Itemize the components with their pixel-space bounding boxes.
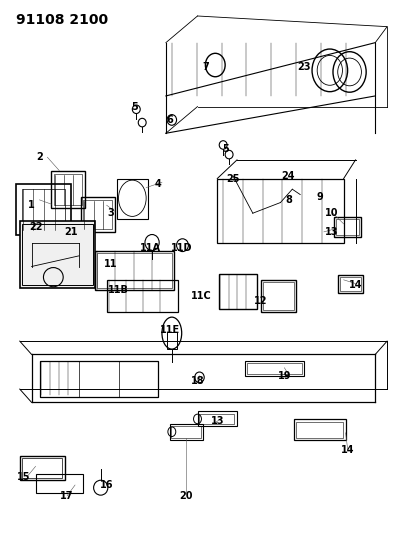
Bar — [338, 275, 363, 293]
Bar — [198, 411, 237, 426]
Text: 2: 2 — [36, 152, 43, 162]
Text: 13: 13 — [211, 416, 224, 426]
Text: 18: 18 — [191, 376, 204, 386]
Bar — [97, 253, 172, 288]
Bar — [245, 361, 304, 376]
Bar — [117, 179, 148, 219]
Bar — [294, 419, 346, 440]
Bar — [199, 414, 234, 424]
Bar — [219, 274, 257, 309]
Text: 23: 23 — [297, 62, 311, 71]
Text: 25: 25 — [226, 174, 240, 183]
Text: 24: 24 — [282, 171, 295, 181]
Text: 15: 15 — [17, 472, 30, 482]
Bar — [20, 456, 65, 480]
Text: 8: 8 — [285, 195, 292, 205]
Text: 19: 19 — [278, 371, 291, 381]
Text: 91108 2100: 91108 2100 — [16, 13, 108, 27]
Bar — [16, 184, 71, 235]
Bar — [167, 332, 177, 349]
Bar — [40, 361, 158, 397]
Text: 14: 14 — [349, 280, 362, 290]
Text: 3: 3 — [107, 208, 114, 218]
Text: 6: 6 — [166, 115, 173, 125]
Bar — [95, 251, 174, 290]
Text: 12: 12 — [254, 296, 267, 306]
Text: 10: 10 — [325, 208, 339, 218]
Bar — [22, 458, 62, 478]
Text: 17: 17 — [60, 491, 74, 500]
Text: 20: 20 — [179, 491, 192, 500]
Bar — [261, 280, 296, 312]
Bar — [81, 197, 115, 232]
Bar — [263, 282, 294, 310]
Bar — [334, 217, 361, 237]
Bar — [20, 221, 95, 288]
Text: 11D: 11D — [171, 243, 192, 253]
Text: 11A: 11A — [139, 243, 161, 253]
Bar — [171, 426, 201, 438]
Bar — [107, 280, 178, 312]
Text: 11: 11 — [104, 259, 117, 269]
Text: 9: 9 — [316, 192, 324, 202]
Text: 1: 1 — [28, 200, 35, 210]
Text: 5: 5 — [131, 102, 138, 111]
Bar — [247, 363, 302, 374]
Text: 22: 22 — [29, 222, 42, 231]
Bar — [217, 179, 344, 243]
Bar — [54, 174, 82, 205]
Bar — [83, 200, 112, 229]
Text: 13: 13 — [325, 227, 339, 237]
Bar — [36, 474, 83, 493]
Bar — [336, 219, 359, 235]
Text: 5: 5 — [222, 144, 229, 154]
Bar — [51, 171, 85, 208]
Bar — [296, 422, 343, 438]
Text: 7: 7 — [202, 62, 209, 71]
Bar — [22, 189, 65, 230]
Text: 4: 4 — [154, 179, 162, 189]
Text: 16: 16 — [100, 480, 113, 490]
Text: 11E: 11E — [160, 326, 180, 335]
Text: 11C: 11C — [191, 291, 212, 301]
Text: 14: 14 — [341, 446, 354, 455]
Bar — [22, 224, 93, 285]
Bar — [340, 277, 361, 291]
Text: 21: 21 — [64, 227, 78, 237]
Bar — [170, 424, 203, 440]
Text: 11B: 11B — [108, 286, 129, 295]
